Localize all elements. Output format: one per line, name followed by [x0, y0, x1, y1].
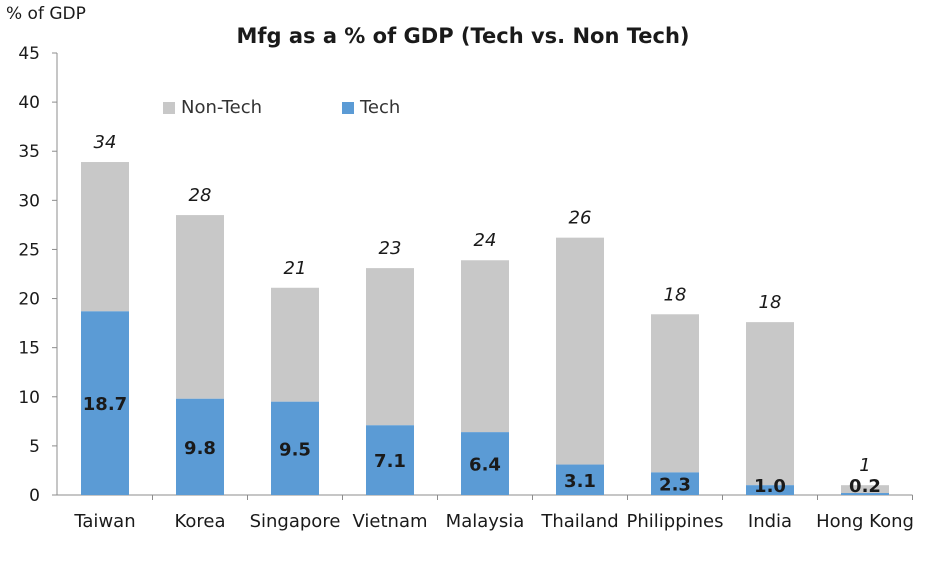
bar-tech	[271, 401, 319, 495]
bar-non-tech	[461, 260, 509, 433]
x-category-label: Malaysia	[446, 511, 525, 532]
data-label-tech: 2.3	[659, 475, 691, 496]
data-label-tech: 9.5	[279, 439, 311, 460]
bar-tech	[651, 472, 699, 495]
legend-item-non-tech: Non-Tech	[163, 97, 262, 118]
legend-swatch-tech	[342, 101, 354, 114]
data-label-tech: 3.1	[564, 471, 596, 492]
x-category-label: Singapore	[250, 511, 341, 532]
bar-non-tech	[841, 485, 889, 494]
x-category-label: Vietnam	[352, 511, 427, 532]
data-label-total: 23	[379, 238, 402, 259]
data-label-tech: 0.2	[849, 476, 881, 497]
data-label-total: 18	[759, 292, 782, 313]
bar-non-tech	[746, 322, 794, 486]
x-category-label: Hong Kong	[816, 511, 914, 532]
y-tick-label: 35	[18, 142, 40, 162]
bar-tech	[366, 425, 414, 495]
y-tick-label: 10	[18, 388, 40, 408]
x-category-label: Thailand	[540, 511, 618, 532]
bar-non-tech	[366, 268, 414, 426]
legend-label-non-tech: Non-Tech	[181, 97, 263, 118]
x-category-label: Philippines	[627, 511, 724, 532]
data-label-tech: 18.7	[83, 394, 127, 415]
y-tick-label: 40	[18, 93, 40, 113]
x-category-label: Korea	[174, 511, 225, 532]
y-tick-label: 15	[18, 339, 40, 359]
data-label-total: 1	[859, 455, 870, 476]
data-label-tech: 7.1	[374, 451, 406, 472]
data-label-total: 21	[284, 258, 307, 279]
data-label-total: 18	[664, 284, 687, 305]
data-label-total: 28	[189, 185, 212, 206]
data-label-tech: 9.8	[184, 438, 216, 459]
bar-tech	[81, 311, 129, 495]
legend-item-tech: Tech	[342, 97, 400, 118]
legend-label-tech: Tech	[360, 97, 401, 118]
data-label-tech: 1.0	[754, 476, 786, 497]
chart-title: Mfg as a % of GDP (Tech vs. Non Tech)	[236, 24, 690, 48]
legend-swatch-non-tech	[163, 101, 175, 114]
data-label-total: 34	[94, 132, 117, 153]
bar-tech	[746, 485, 794, 495]
data-label-total: 24	[474, 230, 497, 251]
y-tick-label: 0	[29, 486, 40, 506]
data-label-tech: 6.4	[469, 455, 501, 476]
bar-non-tech	[556, 237, 604, 465]
y-tick-label: 45	[18, 44, 40, 64]
bar-tech	[176, 398, 224, 495]
bar-tech	[461, 432, 509, 495]
bar-tech	[556, 464, 604, 495]
y-tick-label: 25	[18, 240, 40, 260]
x-category-label: India	[748, 511, 792, 532]
bar-non-tech	[176, 215, 224, 399]
bar-non-tech	[81, 162, 129, 312]
y-tick-label: 30	[18, 191, 40, 211]
bar-non-tech	[271, 287, 319, 402]
bar-tech	[841, 493, 889, 495]
data-label-total: 26	[569, 208, 592, 229]
bar-non-tech	[651, 314, 699, 473]
x-category-label: Taiwan	[73, 511, 135, 532]
y-axis-unit-label: % of GDP	[6, 4, 86, 24]
y-tick-label: 20	[18, 290, 40, 310]
y-tick-label: 5	[29, 437, 40, 457]
